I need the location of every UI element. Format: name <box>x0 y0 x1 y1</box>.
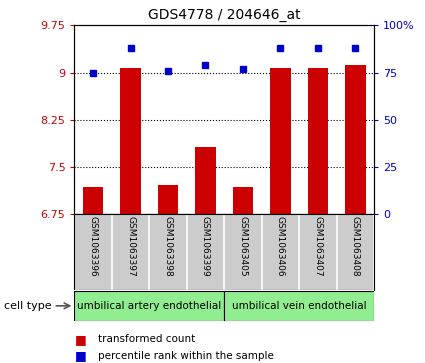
Text: GSM1063405: GSM1063405 <box>238 216 247 277</box>
Text: GSM1063408: GSM1063408 <box>351 216 360 277</box>
Text: ■: ■ <box>74 333 86 346</box>
Bar <box>158 185 178 214</box>
Text: GSM1063398: GSM1063398 <box>164 216 173 277</box>
Text: ■: ■ <box>74 349 86 362</box>
Bar <box>232 187 253 214</box>
Text: GSM1063397: GSM1063397 <box>126 216 135 277</box>
Bar <box>308 68 328 214</box>
Text: percentile rank within the sample: percentile rank within the sample <box>98 351 274 361</box>
Text: GSM1063399: GSM1063399 <box>201 216 210 277</box>
Text: cell type: cell type <box>4 301 52 311</box>
Bar <box>270 68 291 214</box>
Bar <box>83 187 103 214</box>
Text: GSM1063406: GSM1063406 <box>276 216 285 277</box>
Bar <box>345 65 366 214</box>
Bar <box>224 291 374 321</box>
Text: transformed count: transformed count <box>98 334 195 344</box>
Text: umbilical vein endothelial: umbilical vein endothelial <box>232 301 366 311</box>
Bar <box>74 291 224 321</box>
Bar <box>195 147 216 214</box>
Text: GSM1063396: GSM1063396 <box>88 216 98 277</box>
Title: GDS4778 / 204646_at: GDS4778 / 204646_at <box>148 8 300 22</box>
Bar <box>120 68 141 214</box>
Text: GSM1063407: GSM1063407 <box>313 216 322 277</box>
Text: umbilical artery endothelial: umbilical artery endothelial <box>77 301 221 311</box>
